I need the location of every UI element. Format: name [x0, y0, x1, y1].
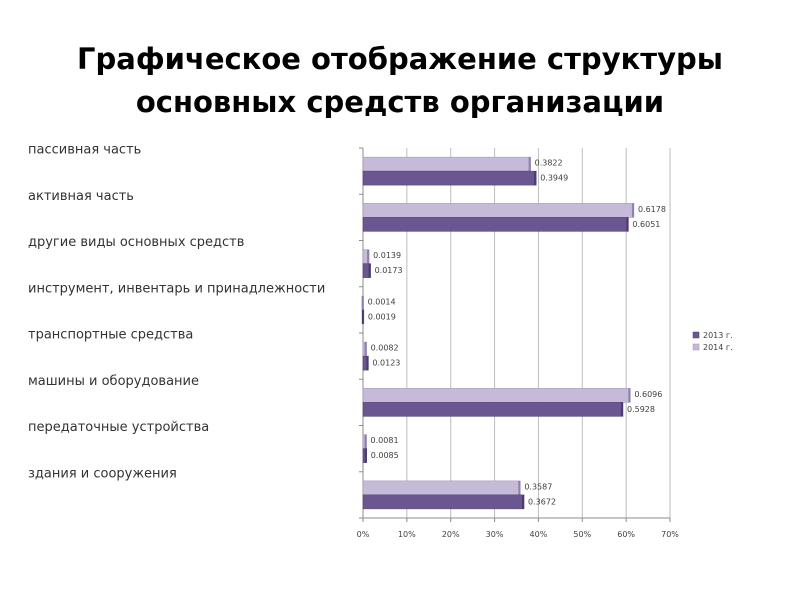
tick-label: 20% — [442, 530, 460, 539]
data-label-2014: 0.0081 — [371, 436, 399, 445]
legend-label: 2013 г. — [703, 331, 733, 340]
bar-2013 — [362, 402, 624, 417]
data-label-2014: 0.6096 — [634, 390, 662, 399]
category-label: активная часть — [28, 189, 134, 204]
category-label: машины и оборудование — [28, 374, 199, 389]
bar-2013 — [362, 170, 537, 186]
bar-2013-edge — [368, 263, 371, 278]
tick-label: 60% — [617, 530, 635, 539]
data-label-2014: 0.3587 — [524, 482, 552, 491]
category-label: транспортные средства — [28, 328, 193, 343]
page-title: Графическое отображение структуры основн… — [0, 38, 800, 124]
data-label-2013: 0.6051 — [632, 220, 660, 229]
category-label: другие виды основных средств — [28, 235, 244, 250]
data-label-2013: 0.3672 — [528, 497, 556, 506]
tick-label: 10% — [398, 530, 416, 539]
tick-label: 50% — [573, 530, 591, 539]
category-labels: пассивная часть активная часть другие виды… — [28, 143, 325, 482]
legend-swatch — [692, 331, 700, 339]
data-label-2013: 0.5928 — [627, 405, 655, 414]
tick-label: 0% — [357, 530, 370, 539]
bar-2013-edge — [620, 402, 623, 417]
bar-2014-edge — [631, 203, 634, 218]
legend: 2013 г. 2014 г. — [692, 331, 733, 352]
bar-2013 — [362, 217, 629, 232]
bar-2013-edge — [534, 171, 537, 186]
category-label: здания и сооружения — [28, 466, 177, 481]
data-label-2013: 0.0173 — [375, 266, 403, 275]
bar-2014-edge — [528, 157, 531, 172]
bar-2014 — [362, 480, 521, 496]
bar-2014 — [362, 156, 531, 172]
bar-2013-edge — [361, 309, 364, 324]
data-label-2014: 0.0139 — [373, 251, 401, 260]
bar-2014-edge — [364, 434, 367, 449]
bar-2014 — [362, 203, 635, 218]
data-label-2013: 0.3949 — [540, 174, 568, 183]
legend-swatch — [692, 343, 700, 351]
tick-labels: 0% 10% 20% 30% 40% 50% 60% 70% — [357, 530, 680, 539]
bars: 0.3822 0.3949 0.6178 0.6051 0.0139 0.0173 0.00… — [361, 156, 666, 510]
data-label-2014: 0.6178 — [638, 205, 666, 214]
page-title-line-2: основных средств организации — [135, 85, 665, 119]
data-label-2014: 0.3822 — [535, 159, 563, 168]
bar-2013-edge — [522, 494, 525, 509]
data-label-2013: 0.0019 — [368, 312, 396, 321]
tick-label: 70% — [661, 530, 679, 539]
page-title-line-1: Графическое отображение структуры — [77, 42, 723, 76]
data-label-2014: 0.0014 — [368, 297, 396, 306]
bar-2014 — [362, 388, 631, 403]
category-label: передаточные устройства — [28, 420, 209, 435]
category-label: инструмент, инвентарь и принадлежности — [28, 281, 325, 296]
bar-2014-edge — [518, 480, 521, 495]
bar-2014-edge — [367, 249, 370, 264]
data-label-2013: 0.0123 — [372, 359, 400, 368]
bar-2013 — [362, 494, 525, 510]
bar-2013-edge — [626, 217, 629, 232]
category-label: пассивная часть — [28, 143, 141, 158]
bar-2014-edge — [628, 388, 631, 403]
tick-label: 40% — [530, 530, 548, 539]
bar-2014-edge — [361, 295, 364, 310]
tick-label: 30% — [486, 530, 504, 539]
data-label-2013: 0.0085 — [371, 451, 399, 460]
legend-label: 2014 г. — [703, 343, 733, 352]
bar-2013-edge — [364, 448, 367, 463]
bar-2013-edge — [366, 356, 369, 371]
bar-2014-edge — [364, 342, 367, 357]
data-label-2014: 0.0082 — [371, 344, 399, 353]
